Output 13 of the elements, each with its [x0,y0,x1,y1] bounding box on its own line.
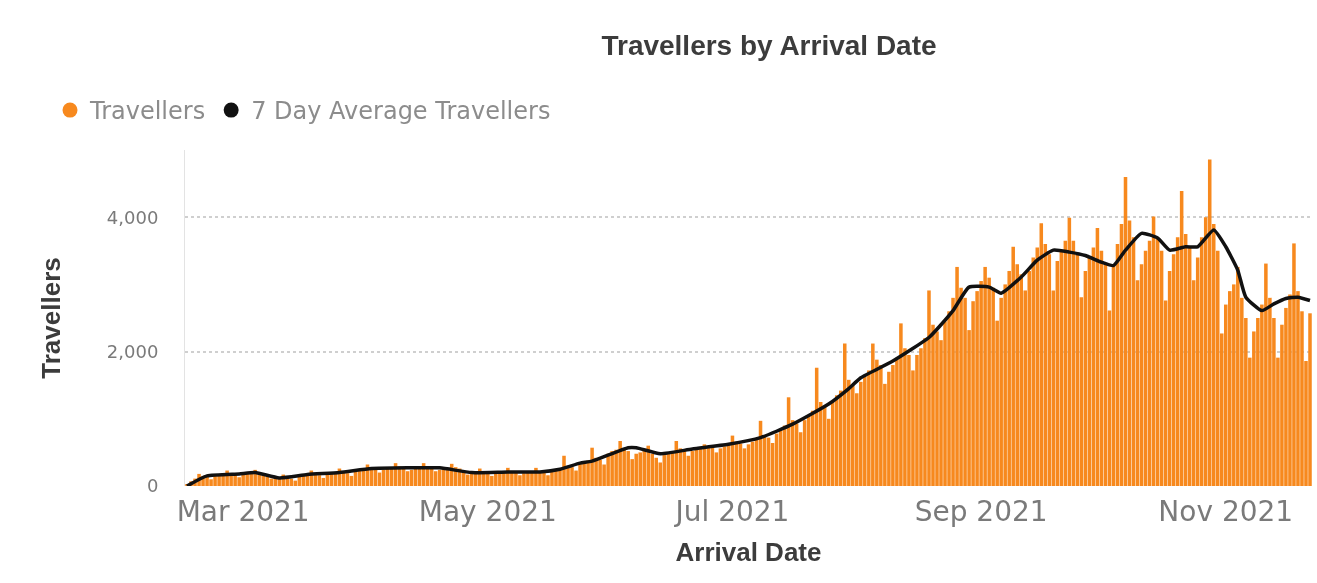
y-axis-title: Travellers [36,257,67,379]
legend-label: 7 Day Average Travellers [251,97,551,126]
y-tick-label: 0 [146,475,159,497]
x-tick-label: May 2021 [418,495,557,528]
legend-label: Travellers [89,97,206,126]
x-axis-title: Arrival Date [675,536,822,567]
x-tick-label: Sep 2021 [914,495,1048,528]
x-tick-label: Mar 2021 [176,495,310,528]
y-tick-label: 4,000 [106,206,159,228]
x-tick-label: Jul 2021 [673,495,790,528]
x-tick-label: Nov 2021 [1158,495,1294,528]
y-tick-label: 2,000 [106,340,159,362]
chart-title: Travellers by Arrival Date [601,29,937,61]
